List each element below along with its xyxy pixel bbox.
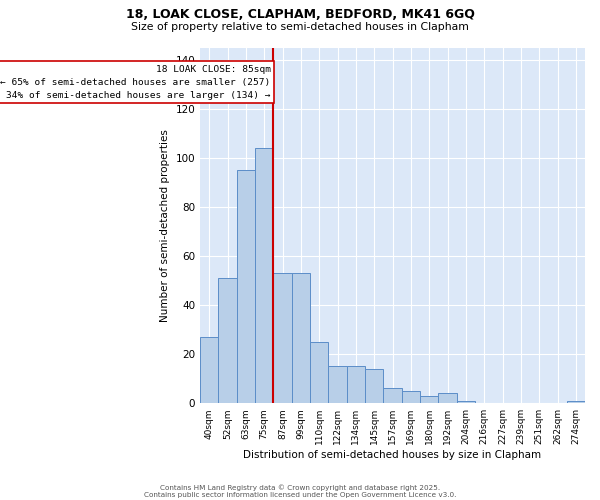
Bar	[401, 391, 420, 403]
Text: 18, LOAK CLOSE, CLAPHAM, BEDFORD, MK41 6GQ: 18, LOAK CLOSE, CLAPHAM, BEDFORD, MK41 6…	[125, 8, 475, 20]
Bar	[347, 366, 365, 403]
Text: Contains public sector information licensed under the Open Government Licence v3: Contains public sector information licen…	[144, 492, 456, 498]
Bar	[566, 401, 585, 403]
Bar	[236, 170, 255, 403]
Bar	[292, 273, 310, 403]
Bar	[255, 148, 274, 403]
Bar	[383, 388, 401, 403]
Bar	[328, 366, 347, 403]
Text: Size of property relative to semi-detached houses in Clapham: Size of property relative to semi-detach…	[131, 22, 469, 32]
Bar	[218, 278, 236, 403]
Y-axis label: Number of semi-detached properties: Number of semi-detached properties	[160, 129, 170, 322]
Bar	[457, 401, 475, 403]
Bar	[310, 342, 328, 403]
Text: 18 LOAK CLOSE: 85sqm
← 65% of semi-detached houses are smaller (257)
34% of semi: 18 LOAK CLOSE: 85sqm ← 65% of semi-detac…	[1, 64, 271, 100]
Bar	[439, 394, 457, 403]
X-axis label: Distribution of semi-detached houses by size in Clapham: Distribution of semi-detached houses by …	[244, 450, 542, 460]
Bar	[274, 273, 292, 403]
Bar	[420, 396, 439, 403]
Bar	[365, 369, 383, 403]
Text: Contains HM Land Registry data © Crown copyright and database right 2025.: Contains HM Land Registry data © Crown c…	[160, 484, 440, 491]
Bar	[200, 337, 218, 403]
